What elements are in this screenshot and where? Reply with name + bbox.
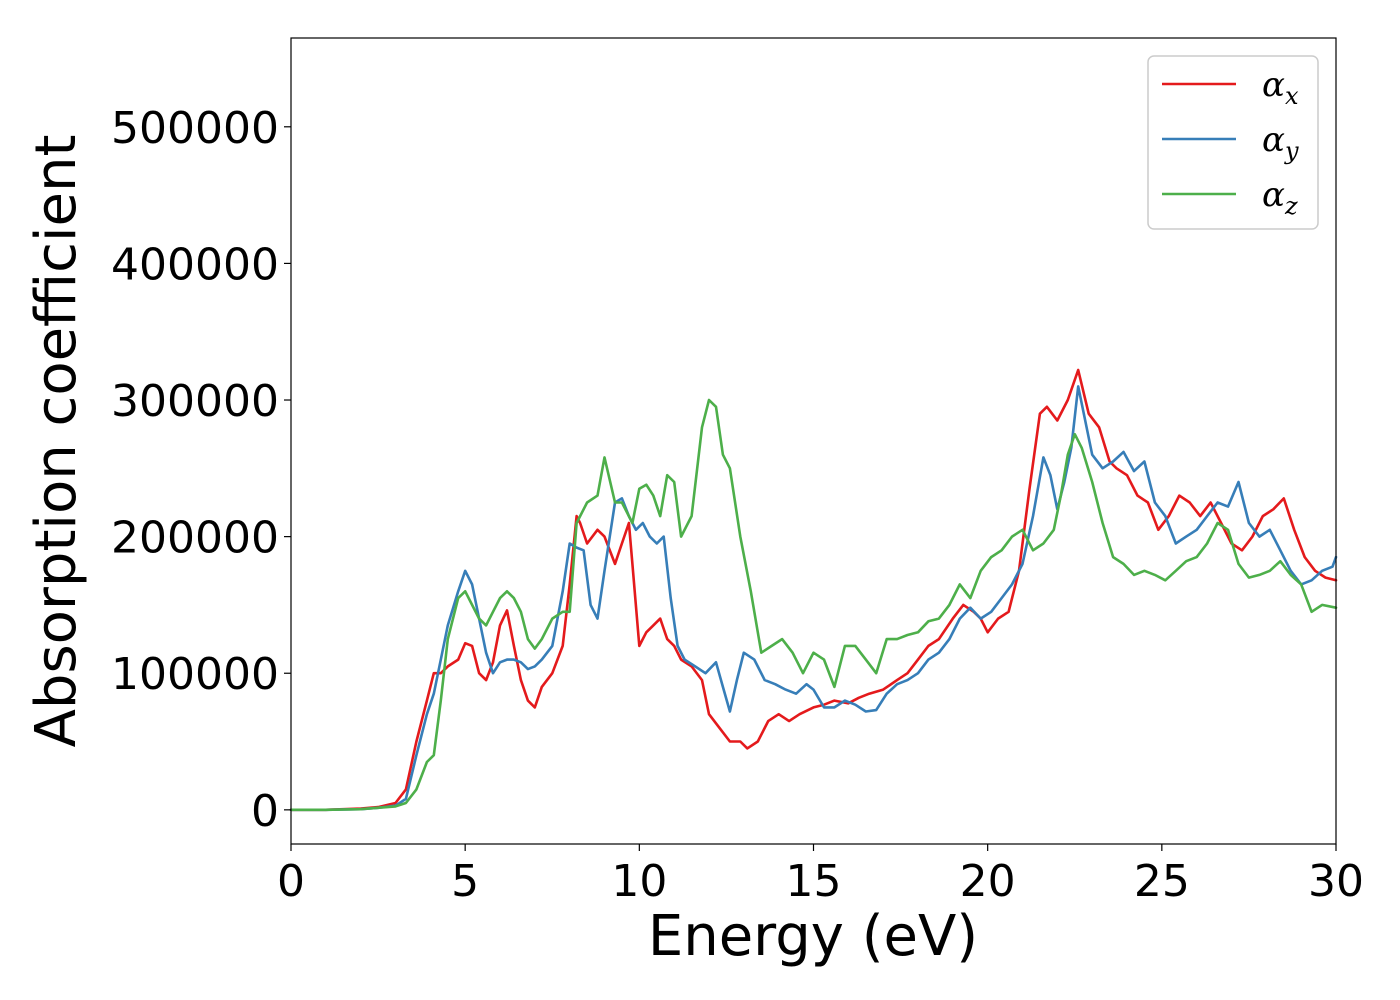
x-axis-ticks: 0 5 10 15 20 25 30 (277, 844, 1364, 907)
legend-box (1147, 55, 1319, 230)
x-tick-label: 30 (1308, 856, 1364, 907)
series-line-x (289, 368, 1338, 812)
x-axis-label: Energy (eV) (648, 904, 978, 969)
y-tick-label: 100000 (111, 649, 279, 700)
series-line-z (289, 398, 1338, 812)
legend: αx αy αz (1147, 55, 1319, 230)
y-tick-label: 0 (251, 786, 279, 837)
series-layer (289, 368, 1338, 812)
y-axis-ticks: 0 100000 200000 300000 400000 500000 (111, 103, 291, 837)
y-tick-label: 500000 (111, 103, 279, 154)
y-tick-label: 400000 (111, 239, 279, 290)
legend-label-x: αx (1262, 65, 1299, 110)
x-tick-label: 5 (451, 856, 479, 907)
legend-label-z: αz (1262, 175, 1298, 220)
x-tick-label: 15 (786, 856, 842, 907)
y-tick-label: 200000 (111, 513, 279, 564)
y-tick-label: 300000 (111, 376, 279, 427)
series-line-y (289, 385, 1338, 812)
x-tick-label: 20 (960, 856, 1016, 907)
y-axis-label: Absorption coefficient (24, 135, 89, 748)
x-tick-label: 10 (611, 856, 667, 907)
x-tick-label: 0 (277, 856, 305, 907)
x-tick-label: 25 (1134, 856, 1190, 907)
legend-label-y: αy (1262, 120, 1299, 165)
